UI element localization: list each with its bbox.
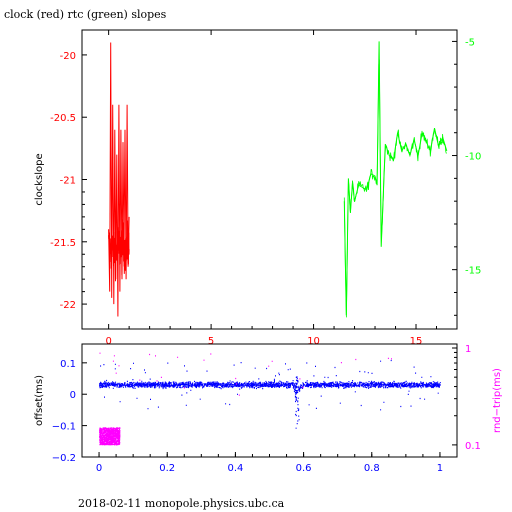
- red-series-dense: [108, 219, 130, 282]
- bottom-x-tick-label: 0.8: [364, 463, 380, 474]
- bottom-y-tick-label: 0: [70, 390, 76, 401]
- green-series-dense: [343, 59, 447, 318]
- bottom-x-tick-label: 0: [96, 463, 102, 474]
- bottom-y-tick-label: −0.1: [52, 422, 76, 433]
- top-x-tick-label: 15: [410, 336, 423, 347]
- top-y2-tick-label: -10: [465, 152, 481, 163]
- blue-offset-points: [99, 359, 441, 429]
- top-y-tick-label: -21: [60, 176, 76, 187]
- bottom-x-tick-label: 0.2: [159, 463, 175, 474]
- magenta-roundtrip-points: [99, 352, 392, 446]
- footer-caption: 2018-02-11 monopole.physics.ubc.ca: [78, 497, 285, 510]
- top-x-tick-label: 0: [105, 336, 111, 347]
- top-y2-tick-label: -15: [465, 266, 481, 277]
- bottom-x-tick-label: 0.4: [227, 463, 243, 474]
- bottom-x-tick-label: 1: [437, 463, 443, 474]
- top-x-tick-label: 10: [307, 336, 320, 347]
- top-x-tick-label: 5: [208, 336, 214, 347]
- bottom-x-tick-label: 0.6: [296, 463, 312, 474]
- green-series-line: [343, 41, 448, 316]
- red-series-line: [108, 42, 130, 317]
- page-title: clock (red) rtc (green) slopes: [4, 8, 167, 21]
- top-y-tick-label: -21.5: [50, 238, 76, 249]
- bottom-y2-tick-label: 1: [465, 344, 471, 355]
- bottom-plot-frame: [81, 343, 458, 458]
- bottom-y-tick-label: −0.2: [52, 453, 76, 464]
- top-y-tick-label: -20: [60, 51, 76, 62]
- top-y2-tick-label: -5: [465, 37, 475, 48]
- top-y-tick-label: -22: [60, 300, 76, 311]
- bottom-y-tick-label: 0.1: [60, 359, 76, 370]
- top-y-tick-label: -20.5: [50, 113, 76, 124]
- bottom-y-axis-title: offset(ms): [34, 375, 45, 426]
- bottom-y2-axis-title: rnd−trip(ms): [492, 368, 503, 433]
- bottom-y2-tick-label: 0.1: [465, 441, 481, 452]
- top-y-axis-title: clockslope: [34, 153, 45, 205]
- top-plot-frame: [81, 29, 458, 330]
